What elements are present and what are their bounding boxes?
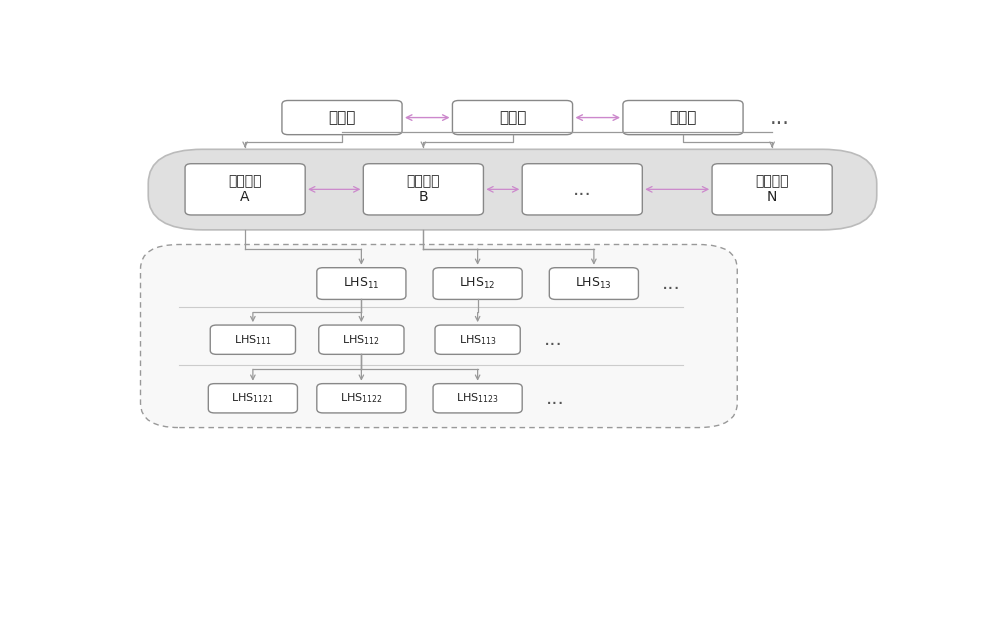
FancyBboxPatch shape (185, 164, 305, 215)
Text: LHS$_{13}$: LHS$_{13}$ (575, 276, 612, 291)
Text: 根节点: 根节点 (499, 110, 526, 125)
FancyBboxPatch shape (433, 384, 522, 413)
Text: ...: ... (662, 274, 680, 293)
FancyBboxPatch shape (319, 325, 404, 354)
FancyBboxPatch shape (208, 384, 297, 413)
Text: 顶层节点
N: 顶层节点 N (755, 174, 789, 204)
FancyBboxPatch shape (452, 101, 573, 134)
FancyBboxPatch shape (148, 150, 877, 230)
Text: 根节点: 根节点 (669, 110, 697, 125)
FancyBboxPatch shape (317, 384, 406, 413)
Text: 顶层节点
A: 顶层节点 A (228, 174, 262, 204)
FancyBboxPatch shape (549, 268, 638, 299)
Text: ...: ... (573, 180, 592, 199)
FancyBboxPatch shape (282, 101, 402, 134)
Text: LHS$_{113}$: LHS$_{113}$ (459, 333, 497, 347)
FancyBboxPatch shape (623, 101, 743, 134)
Text: ...: ... (770, 108, 790, 127)
Text: LHS$_{111}$: LHS$_{111}$ (234, 333, 272, 347)
FancyBboxPatch shape (317, 268, 406, 299)
FancyBboxPatch shape (433, 268, 522, 299)
Text: LHS$_{112}$: LHS$_{112}$ (342, 333, 380, 347)
Text: LHS$_{1122}$: LHS$_{1122}$ (340, 391, 383, 405)
Text: 顶层节点
B: 顶层节点 B (407, 174, 440, 204)
Text: LHS$_{1123}$: LHS$_{1123}$ (456, 391, 499, 405)
Text: ...: ... (545, 389, 564, 408)
FancyBboxPatch shape (363, 164, 483, 215)
Text: LHS$_{12}$: LHS$_{12}$ (459, 276, 496, 291)
FancyBboxPatch shape (435, 325, 520, 354)
FancyBboxPatch shape (712, 164, 832, 215)
FancyBboxPatch shape (522, 164, 642, 215)
FancyBboxPatch shape (210, 325, 296, 354)
Text: LHS$_{11}$: LHS$_{11}$ (343, 276, 380, 291)
FancyBboxPatch shape (140, 245, 737, 427)
Text: ...: ... (544, 330, 562, 349)
Text: LHS$_{1121}$: LHS$_{1121}$ (231, 391, 274, 405)
Text: 根节点: 根节点 (328, 110, 356, 125)
